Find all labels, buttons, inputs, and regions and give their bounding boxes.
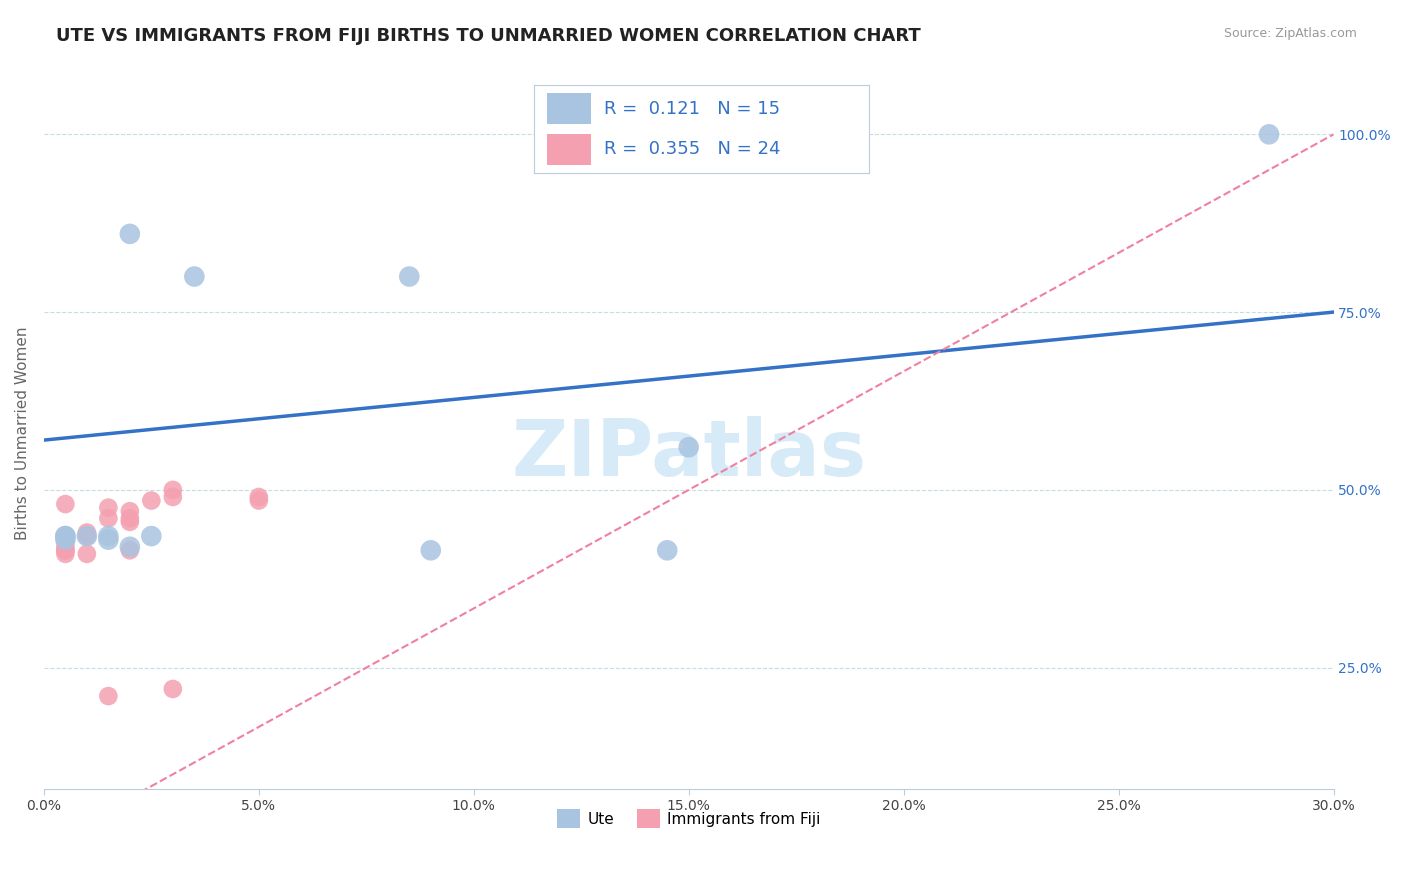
Point xyxy=(55,529,77,543)
Point xyxy=(141,493,163,508)
Point xyxy=(162,490,184,504)
Point xyxy=(55,543,77,558)
Point xyxy=(118,504,141,518)
Point xyxy=(247,493,270,508)
Point xyxy=(55,533,77,547)
Point xyxy=(183,269,205,284)
Point xyxy=(162,483,184,497)
Point xyxy=(55,540,77,554)
Text: ZIPatlas: ZIPatlas xyxy=(512,417,866,492)
Point xyxy=(76,529,98,543)
Point xyxy=(118,543,141,558)
Point xyxy=(55,547,77,561)
Point xyxy=(1258,128,1281,142)
Y-axis label: Births to Unmarried Women: Births to Unmarried Women xyxy=(15,326,30,540)
Point xyxy=(55,529,77,543)
Point xyxy=(118,227,141,241)
Text: Source: ZipAtlas.com: Source: ZipAtlas.com xyxy=(1223,27,1357,40)
Legend: Ute, Immigrants from Fiji: Ute, Immigrants from Fiji xyxy=(551,804,827,834)
Point xyxy=(55,529,77,543)
Point xyxy=(678,440,700,454)
Point xyxy=(76,529,98,543)
Point xyxy=(141,529,163,543)
Text: UTE VS IMMIGRANTS FROM FIJI BIRTHS TO UNMARRIED WOMEN CORRELATION CHART: UTE VS IMMIGRANTS FROM FIJI BIRTHS TO UN… xyxy=(56,27,921,45)
Point xyxy=(398,269,420,284)
Point xyxy=(97,533,120,547)
Point xyxy=(247,490,270,504)
Point xyxy=(55,533,77,547)
Point xyxy=(55,497,77,511)
Point xyxy=(97,529,120,543)
Point xyxy=(55,543,77,558)
Point xyxy=(657,543,679,558)
Point xyxy=(118,511,141,525)
Point xyxy=(419,543,441,558)
Point xyxy=(76,547,98,561)
Point xyxy=(97,500,120,515)
Point xyxy=(97,511,120,525)
Point xyxy=(118,540,141,554)
Point xyxy=(162,681,184,696)
Point xyxy=(118,515,141,529)
Point xyxy=(76,525,98,540)
Point xyxy=(55,533,77,547)
Point xyxy=(97,689,120,703)
